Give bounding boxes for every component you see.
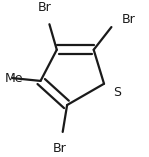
Text: S: S <box>113 86 121 99</box>
Text: Me: Me <box>5 72 24 85</box>
Text: Br: Br <box>38 1 52 14</box>
Text: Br: Br <box>53 142 67 155</box>
Text: Br: Br <box>122 14 135 27</box>
